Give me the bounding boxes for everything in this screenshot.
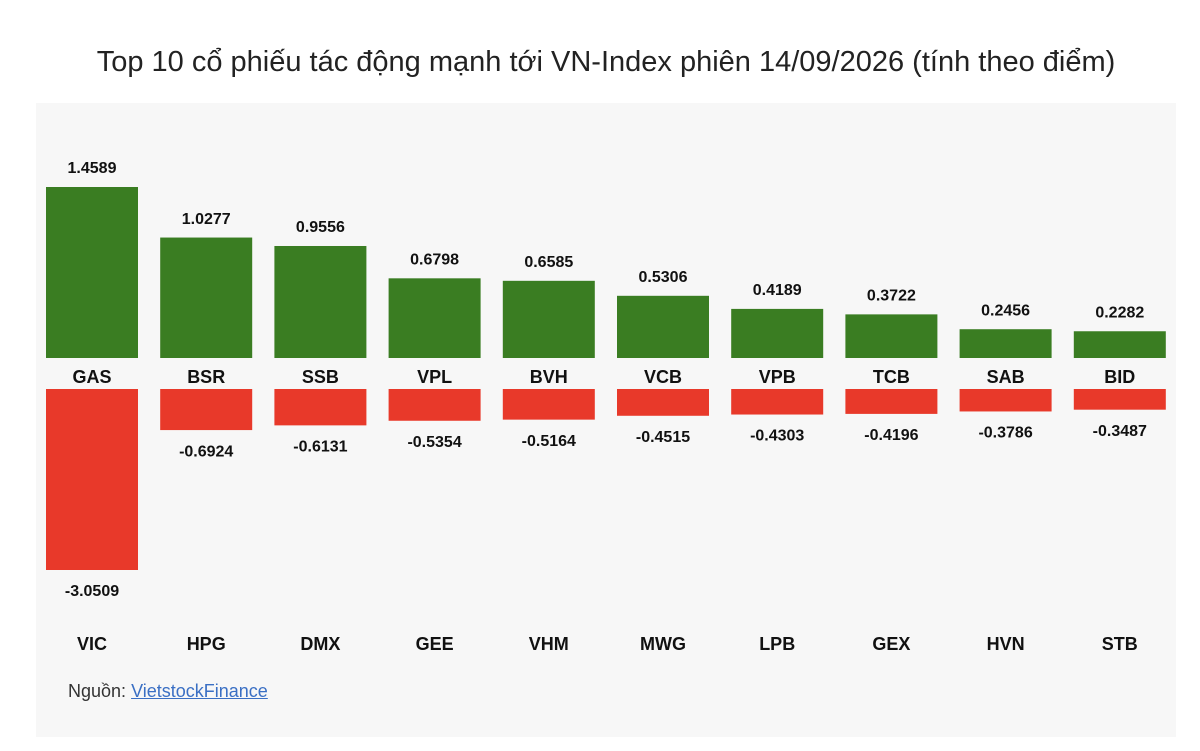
source-link[interactable]: VietstockFinance bbox=[131, 681, 268, 701]
category-label: BSR bbox=[187, 367, 225, 387]
bar bbox=[160, 389, 253, 431]
bar bbox=[959, 329, 1052, 358]
category-label: SAB bbox=[987, 367, 1025, 387]
value-label: 0.4189 bbox=[753, 282, 802, 299]
value-label: 1.4589 bbox=[68, 160, 117, 177]
category-label: VPL bbox=[417, 367, 452, 387]
bar bbox=[1073, 331, 1166, 358]
bar bbox=[959, 389, 1052, 412]
category-label: MWG bbox=[640, 634, 686, 654]
category-label: VIC bbox=[77, 634, 107, 654]
value-label: -0.6924 bbox=[179, 443, 233, 460]
bar bbox=[388, 389, 481, 421]
value-label: 0.6798 bbox=[410, 252, 459, 269]
bar bbox=[845, 389, 938, 414]
source-label: Nguồn: bbox=[68, 681, 127, 701]
value-label: -0.4196 bbox=[864, 427, 918, 444]
category-label: BVH bbox=[530, 367, 568, 387]
chart-title: Top 10 cổ phiếu tác động mạnh tới VN-Ind… bbox=[96, 46, 1116, 78]
bar bbox=[617, 295, 709, 358]
source: Nguồn: VietstockFinance bbox=[68, 681, 268, 702]
bar bbox=[731, 389, 824, 415]
category-label: HPG bbox=[187, 634, 226, 654]
bar bbox=[502, 280, 595, 358]
category-label: VPB bbox=[759, 367, 796, 387]
value-label: 0.9556 bbox=[296, 219, 345, 236]
bar bbox=[274, 389, 367, 426]
bar bbox=[502, 389, 595, 420]
value-label: -0.3786 bbox=[978, 425, 1032, 442]
category-label: SSB bbox=[302, 367, 339, 387]
bar bbox=[46, 187, 138, 358]
value-label: -0.5164 bbox=[522, 433, 576, 450]
value-label: -0.5354 bbox=[407, 434, 461, 451]
bar bbox=[274, 245, 367, 358]
value-label: 0.2456 bbox=[981, 302, 1030, 319]
category-label: VHM bbox=[529, 634, 569, 654]
value-label: -0.4515 bbox=[636, 429, 690, 446]
bar bbox=[1073, 389, 1166, 410]
bar bbox=[388, 278, 481, 358]
value-label: 0.5306 bbox=[639, 269, 688, 286]
category-label: DMX bbox=[300, 634, 340, 654]
category-label: GEE bbox=[416, 634, 454, 654]
category-label: TCB bbox=[873, 367, 910, 387]
value-label: -0.6131 bbox=[293, 439, 347, 456]
bar bbox=[160, 237, 253, 358]
bar bbox=[731, 308, 824, 358]
category-label: HVN bbox=[987, 634, 1025, 654]
bar bbox=[617, 389, 709, 416]
value-label: 0.3722 bbox=[867, 288, 916, 305]
value-label: 0.2282 bbox=[1095, 304, 1144, 321]
value-label: 1.0277 bbox=[182, 211, 231, 228]
value-label: -0.3487 bbox=[1093, 423, 1147, 440]
bar bbox=[46, 389, 138, 570]
value-label: 0.6585 bbox=[524, 254, 573, 271]
bar bbox=[845, 314, 938, 358]
value-label: -3.0509 bbox=[65, 583, 119, 600]
category-label: GAS bbox=[72, 367, 111, 387]
category-label: VCB bbox=[644, 367, 682, 387]
category-label: STB bbox=[1102, 634, 1138, 654]
category-label: BID bbox=[1104, 367, 1135, 387]
category-label: GEX bbox=[872, 634, 910, 654]
category-label: LPB bbox=[759, 634, 795, 654]
value-label: -0.4303 bbox=[750, 428, 804, 445]
